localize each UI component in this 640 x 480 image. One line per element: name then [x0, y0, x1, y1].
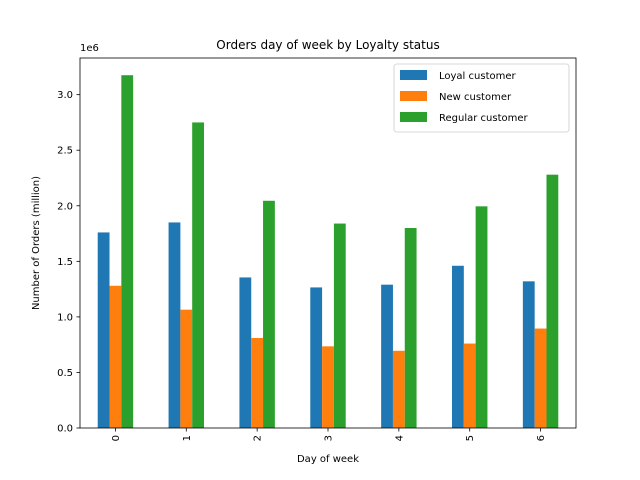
legend-swatch	[400, 91, 427, 101]
bar-loyal-customer-day-2	[239, 277, 252, 428]
y-tick-label: 3.0	[57, 90, 73, 101]
bar-loyal-customer-day-5	[452, 265, 464, 428]
x-tick-label: 2	[253, 435, 264, 441]
y-offset-label: 1e6	[80, 43, 99, 54]
y-tick-label: 2.5	[57, 146, 73, 157]
bar-regular-customer-day-3	[333, 223, 346, 428]
legend-box	[393, 63, 570, 133]
y-tick-label: 1.5	[57, 257, 73, 268]
x-tick-label: 0	[111, 435, 122, 441]
bar-regular-customer-day-2	[263, 200, 275, 428]
legend: Loyal customer New customer Regular custom…	[393, 63, 570, 133]
y-axis: 0.0 0.5 1.0 1.5 2.0 2.5 3.0	[57, 90, 80, 435]
y-tick-label: 0.0	[57, 424, 73, 435]
x-axis-label: Day of week	[297, 454, 359, 465]
bar-regular-customer-day-4	[404, 228, 417, 428]
x-tick-label: 6	[536, 435, 547, 441]
bar-regular-customer-day-1	[192, 122, 204, 428]
bar-loyal-customer-day-4	[381, 284, 393, 428]
bar-new-customer-day-1	[180, 309, 193, 428]
chart-title: Orders day of week by Loyalty status	[216, 38, 439, 52]
bar-loyal-customer-day-1	[168, 222, 181, 428]
bars-layer	[97, 75, 559, 428]
legend-label: Loyal customer	[439, 71, 516, 82]
bar-new-customer-day-2	[251, 338, 264, 428]
bar-regular-customer-day-6	[546, 174, 559, 428]
bar-loyal-customer-day-3	[310, 287, 323, 428]
legend-label: Regular customer	[439, 113, 529, 124]
bar-new-customer-day-4	[392, 350, 405, 428]
legend-label: New customer	[439, 92, 512, 103]
x-tick-label: 5	[465, 435, 476, 441]
bar-regular-customer-day-5	[475, 206, 488, 428]
y-tick-label: 1.0	[57, 312, 73, 323]
x-axis: 0 1 2 3 4 5 6	[111, 428, 547, 441]
x-tick-label: 3	[324, 435, 335, 441]
y-tick-label: 2.0	[57, 201, 73, 212]
bar-new-customer-day-5	[463, 343, 476, 428]
legend-swatch	[400, 70, 427, 80]
legend-swatch	[400, 112, 427, 122]
bar-loyal-customer-day-6	[522, 281, 535, 428]
x-tick-label: 4	[394, 435, 405, 441]
x-tick-label: 1	[182, 435, 193, 441]
bar-new-customer-day-0	[109, 285, 122, 428]
y-tick-label: 0.5	[57, 368, 73, 379]
bar-regular-customer-day-0	[121, 75, 134, 428]
bar-new-customer-day-6	[534, 328, 547, 428]
bar-new-customer-day-3	[322, 346, 334, 428]
y-axis-label: Number of Orders (million)	[31, 176, 42, 310]
bar-loyal-customer-day-0	[97, 232, 110, 428]
